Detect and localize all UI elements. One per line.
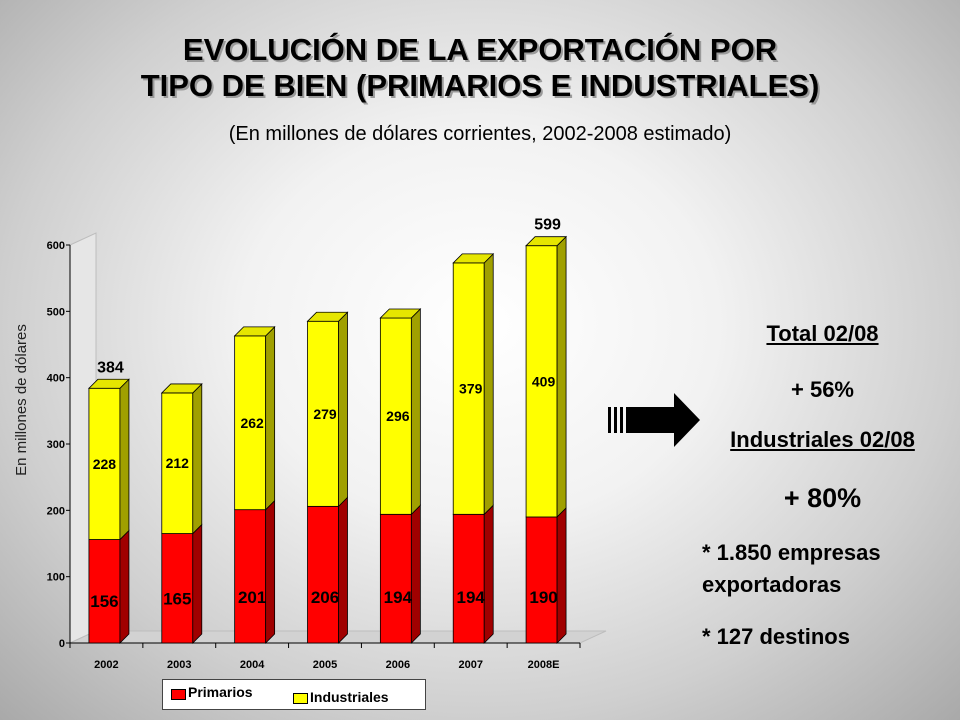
y-axis: 0 100 200 300 400 500 600 xyxy=(47,240,71,650)
industriales-pct: + 80% xyxy=(783,483,862,513)
bar-primarios xyxy=(452,513,485,644)
bar-side-primarios xyxy=(119,529,130,644)
data-label-primarios: 156 xyxy=(90,592,118,611)
y-tick-label: 600 xyxy=(47,240,65,252)
empresas-line2: exportadoras xyxy=(702,572,842,597)
bar-side-primarios xyxy=(483,504,494,644)
bars xyxy=(87,235,568,644)
x-tick-label: 2008E xyxy=(528,659,560,671)
legend-label-primarios: Primarios xyxy=(188,684,253,700)
bar-side-primarios xyxy=(338,496,348,644)
data-label-industriales: 409 xyxy=(532,373,556,389)
chart-title-line2: TIPO DE BIEN (PRIMARIOS E INDUSTRIALES) xyxy=(140,68,820,103)
bar-industriales xyxy=(307,320,339,507)
data-label-primarios: 194 xyxy=(384,588,413,607)
y-tick-label: 500 xyxy=(47,306,65,318)
legend-swatch-industriales xyxy=(293,693,308,704)
empresas-text: * 1.850 empresas exportadoras xyxy=(702,537,952,601)
data-label-primarios: 206 xyxy=(311,588,339,607)
chart-subtitle: (En millones de dólares corrientes, 2002… xyxy=(228,123,732,145)
bar-side-industriales xyxy=(410,308,421,516)
total-label: Total 02/08 xyxy=(766,321,879,346)
data-label-industriales: 379 xyxy=(459,381,483,397)
bar-top xyxy=(452,253,495,264)
bar-top xyxy=(525,236,568,247)
bar-top xyxy=(233,326,276,337)
bar-side-industriales xyxy=(192,382,203,535)
y-tick-label: 400 xyxy=(47,373,65,385)
chart-title-line1: EVOLUCIÓN DE LA EXPORTACIÓN POR xyxy=(182,32,778,67)
bar-primarios xyxy=(379,513,412,644)
bar-side-industriales xyxy=(338,311,348,508)
bar-primarios xyxy=(234,509,267,644)
y-axis-title: En millones de dólares xyxy=(13,324,30,476)
y-tick-label: 300 xyxy=(47,439,65,451)
destinos-text: * 127 destinos xyxy=(702,624,850,649)
data-label-industriales: 228 xyxy=(93,456,117,472)
x-tick-label: 2004 xyxy=(240,659,265,671)
x-tick-label: 2006 xyxy=(386,659,410,671)
bar-top xyxy=(160,383,203,394)
data-label-industriales: 279 xyxy=(313,406,337,422)
data-label-primarios: 201 xyxy=(238,588,266,607)
bar-industriales xyxy=(525,245,558,518)
x-tick-label: 2003 xyxy=(167,659,191,671)
bar-side-primarios xyxy=(410,504,421,644)
x-tick-label: 2005 xyxy=(313,659,337,671)
total-label: 384 xyxy=(97,359,124,376)
data-label-primarios: 190 xyxy=(529,588,557,607)
legend: Primarios Industriales xyxy=(162,679,426,710)
bar-industriales xyxy=(379,317,412,515)
bar-side-primarios xyxy=(265,499,276,644)
bar-side-industriales xyxy=(556,235,567,518)
bar-top xyxy=(306,311,349,322)
legend-label-industriales: Industriales xyxy=(310,689,389,705)
bar-top xyxy=(87,378,130,389)
x-tick-label: 2007 xyxy=(458,659,482,671)
bar-industriales xyxy=(452,262,485,515)
data-label-primarios: 165 xyxy=(163,590,191,609)
total-pct: + 56% xyxy=(791,377,854,402)
y-tick-label: 100 xyxy=(47,572,65,584)
bar-side-primarios xyxy=(192,523,203,644)
data-labels: 156 228 165 212 201 262 206 279 194 296 194 379 190 4… xyxy=(90,217,561,611)
industriales-label: Industriales 02/08 xyxy=(730,427,915,452)
bar-primarios xyxy=(307,505,339,644)
x-tick-label: 2002 xyxy=(94,659,118,671)
bar-side-industriales xyxy=(483,252,494,516)
data-label-primarios: 194 xyxy=(457,588,486,607)
bar-side-industriales xyxy=(119,378,130,541)
y-tick-label: 0 xyxy=(59,638,65,650)
right-arrow-icon xyxy=(608,393,700,447)
data-label-industriales: 262 xyxy=(240,415,264,431)
empresas-line1: * 1.850 empresas xyxy=(702,540,881,565)
bar-primarios xyxy=(161,533,194,644)
data-label-industriales: 212 xyxy=(166,455,190,471)
total-label: 599 xyxy=(534,217,561,234)
bar-industriales xyxy=(234,335,267,511)
x-axis: 2002 2003 2004 2005 2006 2007 2008E xyxy=(69,642,581,671)
data-label-industriales: 296 xyxy=(386,408,410,424)
legend-swatch-primarios xyxy=(171,689,186,700)
bar-top xyxy=(379,308,422,319)
y-tick-label: 200 xyxy=(47,505,65,517)
bar-side-primarios xyxy=(556,507,567,644)
bar-side-industriales xyxy=(265,325,276,511)
bar-primarios xyxy=(525,516,558,644)
